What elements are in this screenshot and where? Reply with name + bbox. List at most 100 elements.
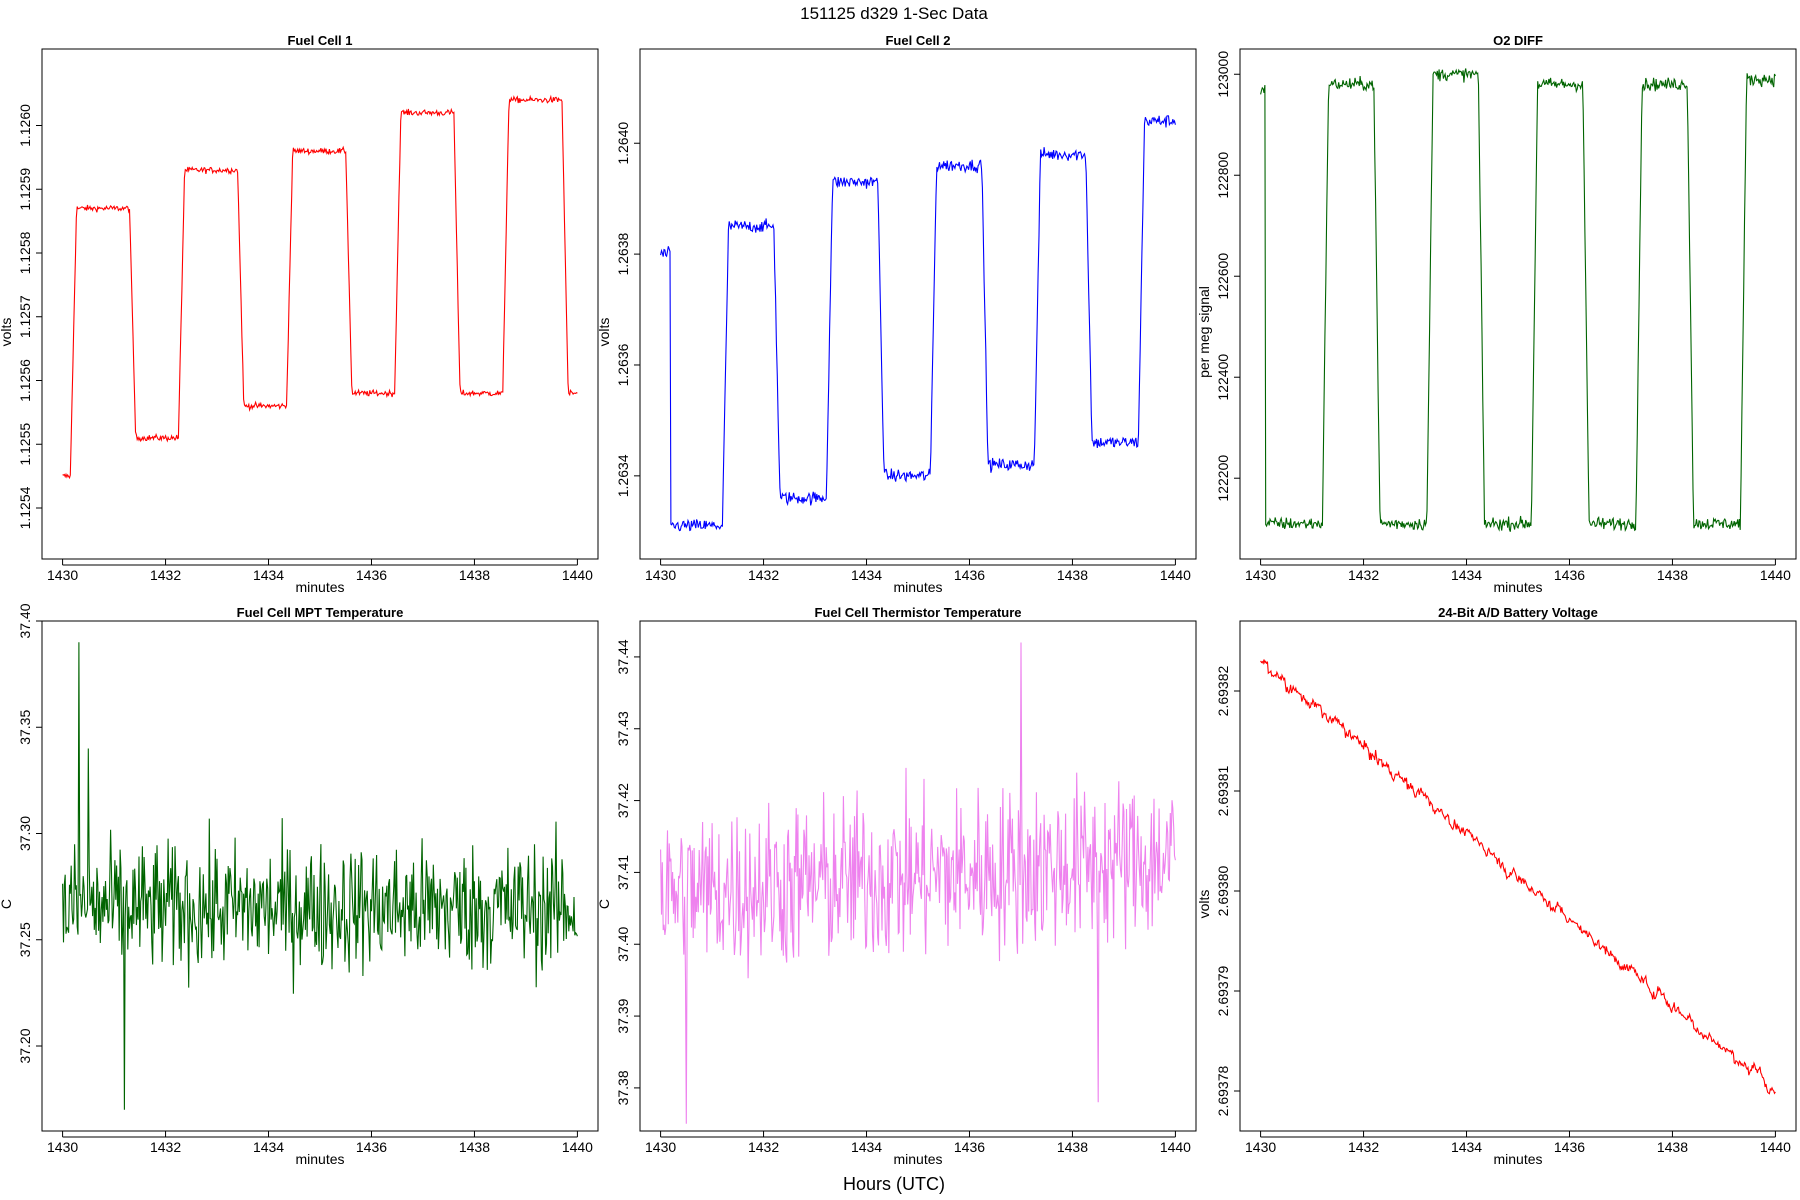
y-tick-label: 37.30 (17, 816, 33, 851)
y-tick-label: 37.20 (17, 1028, 33, 1063)
plot-frame (639, 620, 1197, 1132)
x-tick-label: 1430 (1245, 1139, 1276, 1155)
x-axis-label: minutes (893, 579, 942, 595)
x-tick-label: 1438 (1657, 567, 1688, 583)
x-tick-label: 1438 (1057, 1139, 1088, 1155)
x-tick-label: 1436 (356, 567, 387, 583)
y-tick-label: 1.1259 (17, 168, 33, 211)
y-tick-label: 37.41 (615, 855, 631, 890)
x-tick-label: 1432 (748, 567, 779, 583)
x-tick-label: 1430 (645, 567, 676, 583)
x-axis-label: minutes (295, 579, 344, 595)
chart-title: O2 DIFF (1493, 33, 1543, 48)
series-line (660, 642, 1176, 1124)
y-tick-label: 37.40 (17, 603, 33, 638)
x-tick-label: 1432 (150, 567, 181, 583)
plot-frame (41, 620, 599, 1132)
y-tick-label: 122400 (1215, 354, 1231, 401)
chart-panel-4: Fuel Cell MPT Temperature 1430 1432 1434 143… (0, 603, 599, 1167)
y-tick-label: 1.1255 (17, 423, 33, 466)
x-axis-label: minutes (1493, 1151, 1542, 1167)
x-tick-label: 1436 (1554, 1139, 1585, 1155)
chart-panel-3: O2 DIFF 1430 1432 1434 1436 1438 1440 minutes 12… (1196, 33, 1797, 595)
figure-suptitle: 151125 d329 1-Sec Data (800, 4, 988, 23)
y-tick-label: 1.1256 (17, 359, 33, 402)
y-tick-label: 37.43 (615, 711, 631, 746)
x-tick-label: 1436 (1554, 567, 1585, 583)
chart-panel-1: Fuel Cell 1 1430 1432 1434 1436 1438 1440 minut… (0, 33, 599, 595)
y-tick-label: 1.1257 (17, 295, 33, 338)
series-line (62, 642, 578, 1110)
x-tick-label: 1440 (562, 567, 593, 583)
y-tick-label: 2.69379 (1215, 965, 1231, 1016)
y-tick-label: 2.69381 (1215, 765, 1231, 816)
chart-panel-5: Fuel Cell Thermistor Temperature 1430 1432… (596, 605, 1197, 1167)
x-tick-label: 1436 (954, 567, 985, 583)
series-line (1260, 68, 1776, 533)
y-tick-label: 37.35 (17, 710, 33, 745)
y-tick-label: 122800 (1215, 152, 1231, 199)
plot-frame (639, 48, 1197, 560)
x-tick-label: 1434 (253, 1139, 284, 1155)
x-tick-label: 1440 (1760, 567, 1791, 583)
y-axis-label: C (0, 899, 14, 909)
x-tick-label: 1436 (954, 1139, 985, 1155)
y-tick-label: 123000 (1215, 51, 1231, 98)
x-tick-label: 1438 (459, 567, 490, 583)
y-tick-label: 1.2640 (615, 122, 631, 165)
x-tick-label: 1430 (47, 1139, 78, 1155)
y-tick-label: 37.44 (615, 639, 631, 674)
series-line (1260, 659, 1776, 1095)
y-tick-label: 2.69380 (1215, 865, 1231, 916)
y-axis-label: volts (1196, 890, 1212, 919)
y-tick-label: 122200 (1215, 455, 1231, 502)
chart-title: 24-Bit A/D Battery Voltage (1438, 605, 1598, 620)
y-tick-label: 2.69378 (1215, 1065, 1231, 1116)
chart-title: Fuel Cell Thermistor Temperature (814, 605, 1021, 620)
series-line (660, 115, 1176, 532)
x-tick-label: 1436 (356, 1139, 387, 1155)
y-tick-label: 122600 (1215, 253, 1231, 300)
y-tick-label: 37.38 (615, 1070, 631, 1105)
x-tick-label: 1430 (47, 567, 78, 583)
y-tick-label: 1.1258 (17, 231, 33, 274)
y-tick-label: 1.2634 (615, 454, 631, 497)
y-tick-label: 37.40 (615, 927, 631, 962)
y-tick-label: 1.1254 (17, 486, 33, 529)
chart-title: Fuel Cell MPT Temperature (237, 605, 404, 620)
y-axis-label: volts (0, 318, 14, 347)
y-tick-label: 37.42 (615, 783, 631, 818)
plot-frame (41, 48, 599, 560)
x-tick-label: 1432 (1348, 567, 1379, 583)
x-tick-label: 1432 (150, 1139, 181, 1155)
x-tick-label: 1440 (562, 1139, 593, 1155)
chart-panel-6: 24-Bit A/D Battery Voltage 1430 1432 1434 14… (1196, 605, 1797, 1167)
x-tick-label: 1434 (1451, 567, 1482, 583)
y-axis-label: volts (596, 318, 612, 347)
x-tick-label: 1432 (748, 1139, 779, 1155)
y-tick-label: 1.2638 (615, 232, 631, 275)
chart-panel-2: Fuel Cell 2 1430 1432 1434 1436 1438 1440 minut… (596, 33, 1197, 595)
figure-bottom-label: Hours (UTC) (843, 1174, 945, 1194)
x-tick-label: 1430 (645, 1139, 676, 1155)
x-axis-label: minutes (1493, 579, 1542, 595)
x-tick-label: 1434 (851, 1139, 882, 1155)
y-axis-label: C (596, 899, 612, 909)
y-tick-label: 37.25 (17, 922, 33, 957)
y-axis-label: per meg signal (1196, 286, 1212, 378)
y-tick-label: 1.2636 (615, 343, 631, 386)
chart-title: Fuel Cell 1 (287, 33, 352, 48)
series-line (62, 94, 578, 480)
plot-frame (1239, 48, 1797, 560)
x-tick-label: 1438 (1057, 567, 1088, 583)
x-tick-label: 1434 (851, 567, 882, 583)
x-tick-label: 1438 (1657, 1139, 1688, 1155)
x-tick-label: 1432 (1348, 1139, 1379, 1155)
plot-frame (1239, 620, 1797, 1132)
x-tick-label: 1430 (1245, 567, 1276, 583)
x-axis-label: minutes (893, 1151, 942, 1167)
x-tick-label: 1434 (1451, 1139, 1482, 1155)
x-tick-label: 1440 (1760, 1139, 1791, 1155)
chart-title: Fuel Cell 2 (885, 33, 950, 48)
